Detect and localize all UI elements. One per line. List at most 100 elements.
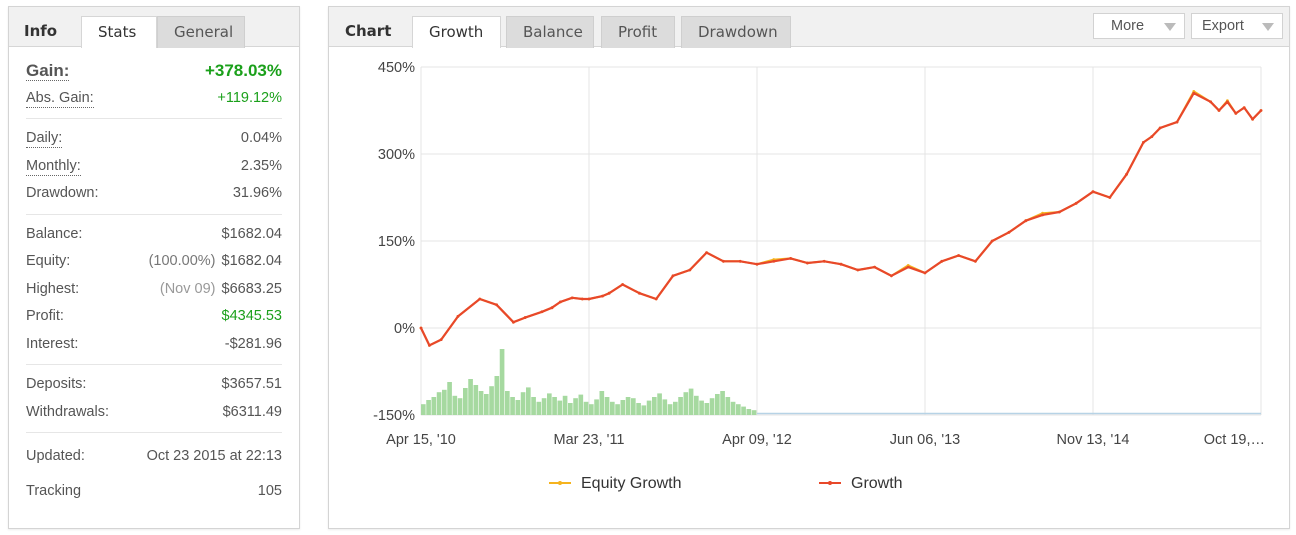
growth-point [806, 261, 809, 265]
growth-point [923, 271, 927, 275]
growth-point [1024, 219, 1028, 223]
volume-bar [657, 393, 662, 415]
gain-label[interactable]: Gain: [26, 61, 70, 81]
volume-bar [667, 404, 673, 415]
y-tick-label: 450% [378, 60, 415, 76]
growth-point [906, 265, 910, 269]
volume-bar [631, 398, 636, 415]
growth-point [722, 259, 725, 263]
volume-bar [557, 400, 563, 415]
highest-date: (Nov 09) [159, 280, 216, 297]
growth-point [1041, 213, 1044, 217]
more-label: More [1111, 18, 1145, 34]
balance-label: Balance: [26, 225, 83, 242]
volume-bar [426, 400, 431, 415]
growth-point [1217, 109, 1221, 112]
volume-bar [589, 404, 594, 415]
growth-chart[interactable]: 450% 300% 150% 0% -150% Apr 15, '10 Mar 23, '1… [329, 47, 1289, 529]
tab-balance[interactable]: Balance [506, 16, 594, 48]
tab-drawdown[interactable]: Drawdown [681, 16, 791, 48]
x-tick-label: Apr 15, '10 [386, 432, 456, 448]
volume-bar [694, 395, 699, 415]
volume-bar [568, 403, 573, 415]
chart-axes: 450% 300% 150% 0% -150% Apr 15, '10 Mar 23, '1… [373, 60, 1265, 448]
volume-bar [520, 392, 526, 415]
tab-info[interactable]: Info [24, 22, 58, 40]
volume-bar [646, 400, 652, 415]
y-tick-label: 300% [378, 147, 415, 163]
equity-value-wrap: (100.00%) $1682.04 [149, 248, 282, 276]
volume-bar [442, 389, 447, 415]
growth-point [587, 297, 591, 301]
deposits-row: Deposits: $3657.51 [26, 371, 282, 399]
info-panel: Info Stats General Gain: +378.03% Abs. G… [8, 6, 300, 529]
volume-bar [615, 404, 620, 415]
growth-point [428, 344, 431, 347]
monthly-value: 2.35% [240, 157, 282, 174]
growth-series-line [420, 91, 1262, 347]
growth-point [1142, 141, 1145, 144]
tracking-row: Tracking 105 [26, 471, 282, 511]
growth-point [789, 257, 792, 260]
growth-point [523, 316, 527, 319]
volume-bar [688, 388, 694, 415]
growth-point [839, 262, 843, 266]
volume-bar [578, 394, 584, 415]
volume-bar [494, 376, 500, 415]
updated-value: Oct 23 2015 at 22:13 [146, 448, 282, 464]
abs-gain-label[interactable]: Abs. Gain: [26, 89, 94, 108]
withdrawals-label: Withdrawals: [26, 403, 109, 420]
more-dropdown[interactable]: More [1093, 13, 1185, 39]
volume-bar [620, 400, 626, 415]
volume-bar [583, 401, 589, 415]
volume-bar [541, 398, 547, 415]
x-tick-label: Nov 13, '14 [1057, 432, 1130, 448]
growth-point [495, 303, 498, 307]
chart-series [419, 89, 1263, 347]
volume-bar [505, 391, 510, 415]
volume-bar [489, 386, 494, 415]
growth-point [580, 297, 584, 301]
tab-profit[interactable]: Profit [601, 16, 675, 48]
volume-bar [431, 397, 437, 415]
highest-label: Highest: [26, 280, 80, 297]
monthly-label[interactable]: Monthly: [26, 157, 81, 176]
growth-point [688, 268, 692, 272]
tab-growth[interactable]: Growth [412, 16, 501, 48]
growth-point [1175, 120, 1179, 124]
profit-label: Profit: [26, 308, 64, 324]
withdrawals-row: Withdrawals: $6311.49 [26, 399, 282, 427]
growth-point [957, 254, 960, 257]
x-tick-label: Apr 09, '12 [722, 432, 792, 448]
growth-point [873, 265, 876, 269]
volume-bar [673, 401, 678, 415]
rates-section: Daily: 0.04% Monthly: 2.35% Drawdown: 31… [26, 119, 282, 215]
growth-point [1007, 230, 1011, 234]
growth-point [550, 306, 554, 310]
growth-point [570, 296, 574, 300]
volume-bar [625, 397, 631, 415]
growth-point [1158, 126, 1162, 130]
volume-bar [730, 401, 736, 415]
tab-stats[interactable]: Stats [81, 16, 157, 48]
tab-general[interactable]: General [157, 16, 245, 48]
chart-panel: Chart Growth Balance Profit Drawdown Mor… [328, 6, 1290, 529]
export-dropdown[interactable]: Export [1191, 13, 1283, 39]
y-tick-label: 0% [394, 321, 415, 337]
growth-point [607, 291, 611, 295]
daily-label[interactable]: Daily: [26, 130, 63, 148]
equity-row: Equity: (100.00%) $1682.04 [26, 248, 282, 276]
growth-point [456, 315, 460, 318]
account-section: Balance: $1682.04 Equity: (100.00%) $168… [26, 215, 282, 365]
drawdown-row: Drawdown: 31.96% [26, 180, 282, 208]
growth-point [1074, 201, 1078, 205]
growth-point [419, 326, 423, 330]
volume-bar [447, 382, 452, 415]
legend-equity-growth-marker [558, 481, 562, 485]
volume-bar [652, 397, 657, 415]
gain-value: +378.03% [204, 61, 282, 80]
growth-point [890, 274, 893, 278]
transfers-section: Deposits: $3657.51 Withdrawals: $6311.49 [26, 365, 282, 433]
tab-chart[interactable]: Chart [345, 22, 392, 40]
volume-bar [468, 379, 473, 415]
